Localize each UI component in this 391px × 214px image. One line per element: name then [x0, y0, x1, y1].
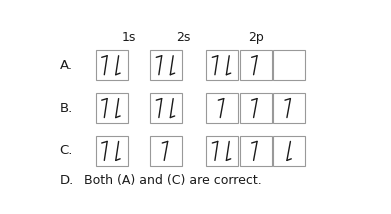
Bar: [273, 136, 305, 166]
Bar: [240, 93, 272, 123]
Bar: [151, 136, 182, 166]
Text: 1s: 1s: [122, 31, 136, 44]
Text: Both (A) and (C) are correct.: Both (A) and (C) are correct.: [84, 174, 262, 187]
Text: B.: B.: [59, 102, 73, 114]
Bar: [273, 51, 305, 80]
Text: 2s: 2s: [176, 31, 191, 44]
Bar: [206, 51, 238, 80]
Bar: [151, 93, 182, 123]
Text: A.: A.: [59, 59, 72, 72]
Bar: [240, 136, 272, 166]
Bar: [273, 93, 305, 123]
Bar: [206, 136, 238, 166]
Text: C.: C.: [59, 144, 73, 158]
Bar: [96, 136, 127, 166]
Text: D.: D.: [59, 174, 74, 187]
Bar: [96, 93, 127, 123]
Bar: [206, 93, 238, 123]
Bar: [240, 51, 272, 80]
Bar: [96, 51, 127, 80]
Text: 2p: 2p: [249, 31, 264, 44]
Bar: [151, 51, 182, 80]
